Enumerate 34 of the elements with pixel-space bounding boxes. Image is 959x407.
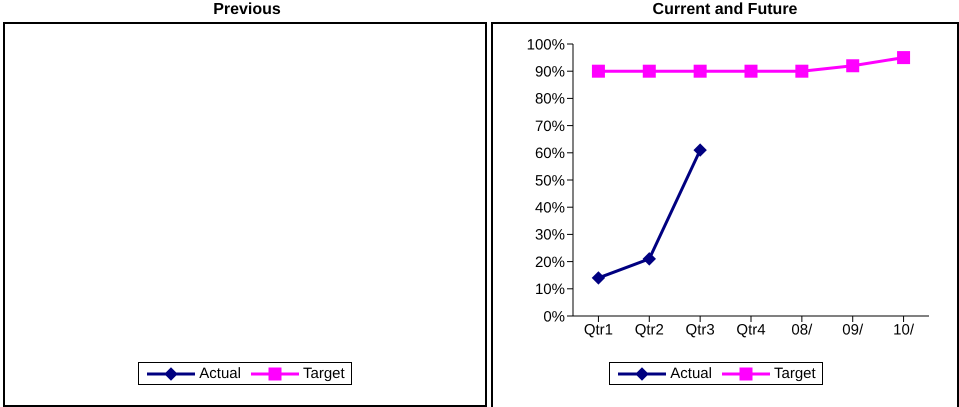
point — [846, 59, 860, 72]
point — [694, 64, 707, 78]
point — [897, 51, 910, 64]
legend-label: Target — [774, 365, 816, 382]
point — [642, 64, 656, 78]
y-tick-label: 20% — [534, 254, 565, 271]
point — [592, 271, 605, 284]
y-tick-label: 60% — [534, 145, 565, 162]
chart-title: Current and Future — [652, 0, 798, 20]
point — [744, 64, 758, 78]
x-tick-label: Qtr3 — [686, 322, 715, 339]
x-tick-label: 10/ — [893, 322, 915, 339]
point — [694, 144, 707, 157]
legend-label: Target — [303, 365, 345, 382]
point — [642, 252, 656, 266]
y-tick-label: 50% — [534, 172, 565, 190]
y-tick-label: 90% — [534, 64, 565, 81]
y-tick-label: 30% — [534, 226, 565, 244]
point — [795, 64, 808, 78]
y-tick-label: 70% — [534, 118, 565, 135]
x-tick-label: 08/ — [791, 322, 814, 339]
x-tick-label: Qtr2 — [634, 322, 664, 339]
x-tick-label: Qtr4 — [736, 322, 766, 339]
y-tick-label: 40% — [534, 200, 565, 217]
legend-label: Actual — [670, 365, 712, 382]
text: Previous — [212, 0, 282, 20]
x-tick-label: 09/ — [842, 322, 864, 339]
point — [592, 64, 605, 78]
x-tick-label: Qtr1 — [584, 322, 614, 339]
y-tick-label: 100% — [526, 36, 565, 54]
legend-label: Actual — [199, 365, 241, 382]
y-tick-label: 0% — [543, 308, 565, 326]
y-tick-label: 10% — [534, 281, 565, 298]
y-tick-label: 80% — [534, 90, 565, 108]
